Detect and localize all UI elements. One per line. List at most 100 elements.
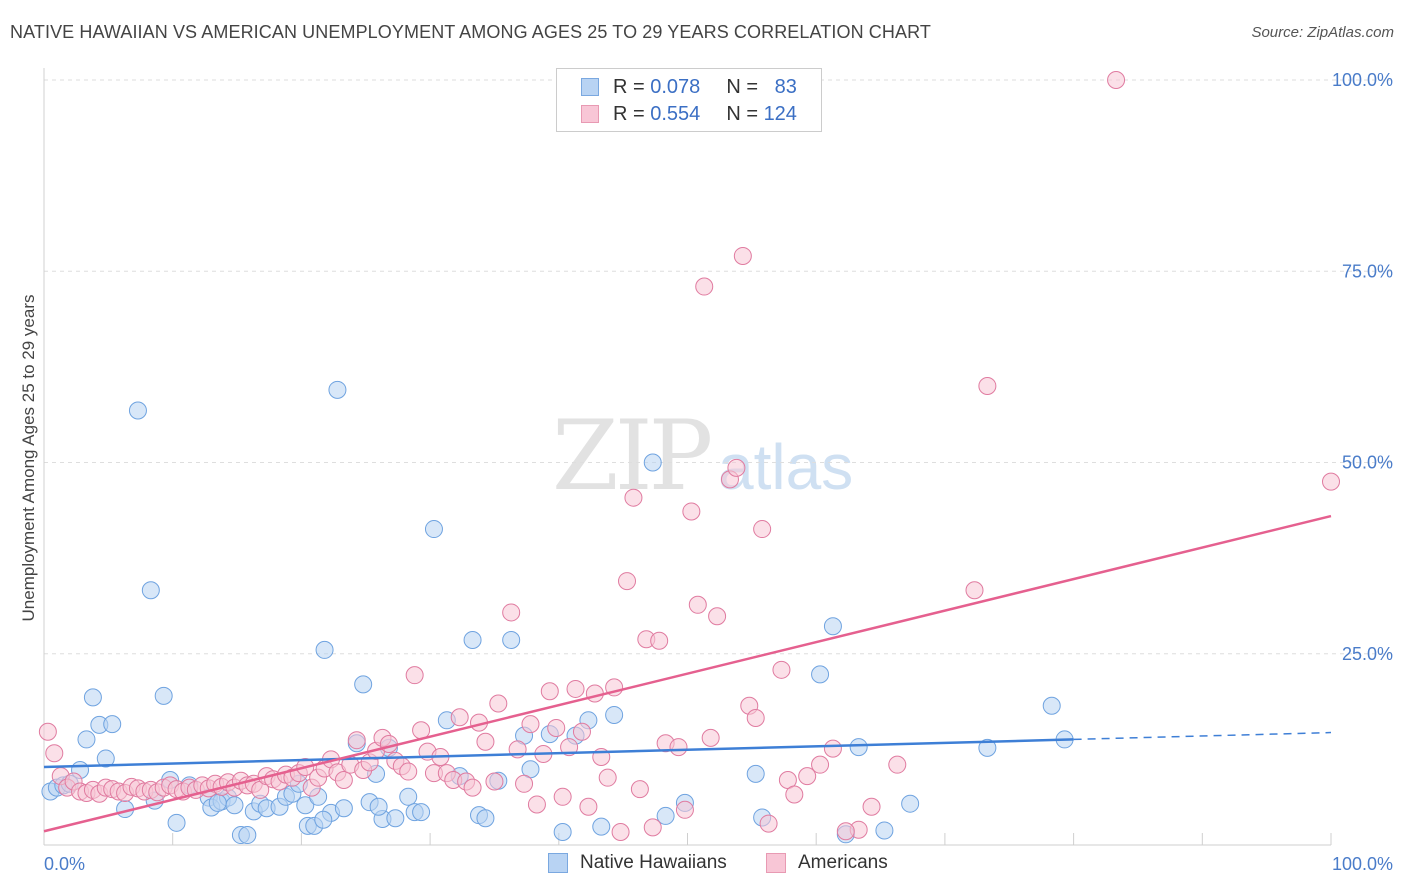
data-point (527, 795, 546, 814)
data-point (836, 822, 855, 841)
data-point (701, 728, 720, 747)
trend-extension-native-hawaiians (1073, 731, 1332, 741)
legend-item-americans: Americans (766, 852, 888, 874)
y-axis-label: Unemployment Among Ages 25 to 29 years (19, 295, 38, 622)
data-point (502, 603, 521, 622)
data-point (208, 793, 227, 812)
data-point (823, 739, 842, 758)
legend-row-native-hawaiians: R = 0.078 N = 83 (581, 74, 797, 100)
y-tick-label: 25.0% (1342, 644, 1393, 664)
data-point (334, 799, 353, 818)
data-point (643, 818, 662, 837)
data-point (540, 682, 559, 701)
data-point (849, 738, 868, 757)
legend-r-value: 0.078 (650, 75, 701, 98)
data-point (405, 666, 424, 685)
data-point (154, 686, 173, 705)
legend-r-label: R = (613, 102, 645, 125)
data-point (553, 822, 572, 841)
data-point (566, 679, 585, 698)
data-point (733, 246, 752, 265)
series-americans (38, 71, 1340, 841)
data-point (759, 814, 778, 833)
trend-lines (43, 514, 1332, 833)
data-point (862, 797, 881, 816)
data-point (650, 631, 669, 650)
data-point (476, 732, 495, 751)
legend-swatch-native-hawaiians (548, 853, 568, 873)
data-point (901, 794, 920, 813)
data-point (167, 813, 186, 832)
data-point (369, 797, 388, 816)
data-point (424, 520, 443, 539)
y-tick-label: 75.0% (1342, 261, 1393, 281)
data-point (328, 380, 347, 399)
data-point (579, 797, 598, 816)
data-point (888, 755, 907, 774)
series-legend: Native Hawaiians Americans (0, 852, 1406, 878)
data-point (708, 607, 727, 626)
data-point (347, 731, 366, 750)
legend-swatch-americans (581, 105, 599, 123)
correlation-legend: R = 0.078 N = 83 R = 0.554 N = 124 (556, 68, 822, 132)
legend-r-label: R = (613, 75, 645, 98)
data-point (502, 630, 521, 649)
data-point (643, 453, 662, 472)
legend-swatch-americans (766, 853, 786, 873)
data-point (978, 377, 997, 395)
data-point (560, 738, 579, 757)
data-point (746, 709, 765, 728)
legend-label: Native Hawaiians (580, 852, 727, 873)
data-point (618, 572, 637, 591)
data-point (746, 764, 765, 783)
trend-line-americans (43, 514, 1332, 833)
x-tick-label: 100.0% (1332, 854, 1393, 874)
data-point (811, 665, 830, 684)
data-points (38, 71, 1340, 845)
data-point (386, 809, 405, 828)
data-point (785, 785, 804, 804)
data-point (592, 817, 611, 836)
source-label: Source: ZipAtlas.com (1251, 24, 1394, 41)
data-point (572, 722, 591, 741)
legend-label: Americans (798, 852, 888, 873)
data-point (611, 822, 630, 841)
data-point (688, 595, 707, 614)
data-point (238, 826, 257, 845)
data-point (515, 774, 534, 793)
data-point (489, 694, 508, 713)
data-point (585, 684, 604, 703)
data-point (547, 718, 566, 737)
tick-labels: 25.0% 50.0% 75.0% 100.0% 0.0% 100.0% (44, 70, 1393, 874)
data-point (875, 821, 894, 840)
data-point (77, 730, 96, 749)
data-point (630, 780, 649, 799)
data-point (727, 458, 746, 477)
data-point (1042, 696, 1061, 715)
x-tick-label: 0.0% (44, 854, 85, 874)
chart-title: NATIVE HAWAIIAN VS AMERICAN UNEMPLOYMENT… (10, 22, 931, 42)
data-point (965, 581, 984, 600)
data-point (463, 778, 482, 797)
data-point (811, 755, 830, 774)
data-point (823, 617, 842, 636)
data-point (334, 770, 353, 789)
axes (43, 68, 1332, 846)
data-point (296, 796, 315, 815)
legend-item-native-hawaiians: Native Hawaiians (548, 852, 727, 874)
data-point (354, 675, 373, 694)
data-point (682, 502, 701, 521)
data-point (314, 810, 333, 829)
legend-n-label: N = (726, 75, 758, 98)
data-point (476, 809, 495, 828)
data-point (1322, 472, 1340, 491)
data-point (225, 796, 244, 815)
legend-row-americans: R = 0.554 N = 124 (581, 101, 797, 127)
data-point (399, 787, 418, 806)
data-point (553, 787, 572, 806)
data-point (605, 705, 624, 724)
data-point (798, 767, 817, 786)
data-point (753, 520, 772, 539)
data-point (485, 772, 504, 791)
